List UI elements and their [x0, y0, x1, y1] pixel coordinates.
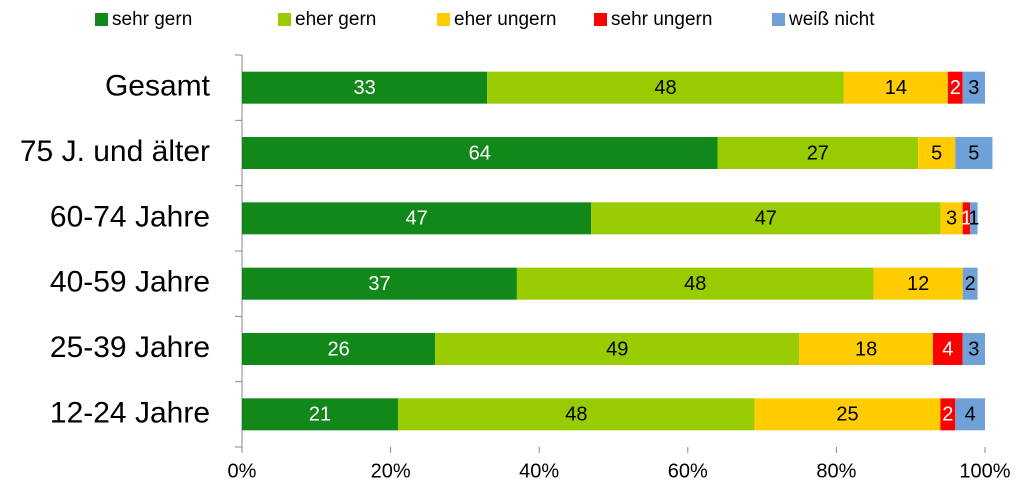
- bar-segment: [932, 333, 963, 365]
- legend-swatch: [95, 13, 108, 26]
- bar-segment: [970, 202, 978, 235]
- data-label: 3: [946, 208, 957, 230]
- legend-label: sehr ungern: [611, 9, 712, 30]
- data-label: 49: [606, 338, 628, 360]
- bar-segment: [873, 267, 963, 300]
- legend-label: eher ungern: [454, 9, 556, 30]
- data-label: 48: [654, 77, 676, 99]
- bar-segment: [242, 267, 517, 300]
- bar-segment: [940, 202, 963, 235]
- data-label: 48: [565, 404, 587, 426]
- bar-segment: [962, 202, 971, 235]
- category-label: 60-74 Jahre: [50, 200, 210, 233]
- x-tick-label: 80%: [816, 460, 856, 482]
- legend-swatch: [278, 13, 291, 26]
- bar-segment: [242, 202, 592, 235]
- data-label: 2: [965, 273, 976, 295]
- legend-swatch: [772, 13, 785, 26]
- bar-segment: [955, 398, 985, 431]
- legend-label: sehr gern: [112, 9, 192, 30]
- bar-segment: [962, 267, 978, 300]
- data-label: 12: [907, 273, 929, 295]
- bar-segment: [435, 333, 800, 365]
- bar-segment: [918, 137, 956, 169]
- data-label: 26: [327, 338, 349, 360]
- bar-segment: [940, 398, 956, 431]
- data-label: 47: [755, 208, 777, 230]
- data-label: 1: [961, 208, 972, 230]
- bar-segment: [962, 333, 985, 365]
- legend-swatch: [437, 13, 450, 26]
- category-label: 40-59 Jahre: [50, 266, 210, 299]
- bar-segment: [242, 71, 488, 104]
- data-label: 37: [368, 273, 390, 295]
- x-tick-label: 60%: [668, 460, 708, 482]
- bar-segment: [799, 333, 933, 365]
- x-tick-label: 100%: [959, 460, 1010, 482]
- data-label: 25: [836, 404, 858, 426]
- data-label: 5: [968, 142, 979, 164]
- bar-segment: [242, 398, 399, 431]
- data-label: 18: [855, 338, 877, 360]
- data-label: 2: [942, 404, 953, 426]
- data-label: 21: [309, 404, 331, 426]
- bar-segment: [717, 137, 919, 169]
- data-label: 33: [353, 77, 375, 99]
- legend-swatch: [594, 13, 607, 26]
- bar-segment: [487, 71, 844, 104]
- bar-segment: [242, 137, 718, 169]
- data-label: 4: [965, 404, 976, 426]
- data-label: 27: [807, 142, 829, 164]
- data-label: 3: [968, 77, 979, 99]
- data-label: 64: [469, 142, 491, 164]
- x-tick-label: 40%: [519, 460, 559, 482]
- legend-label: eher gern: [295, 9, 376, 30]
- data-label: 5: [931, 142, 942, 164]
- bar-segment: [947, 71, 963, 104]
- category-label: 75 J. und älter: [20, 135, 210, 168]
- x-tick-label: 20%: [371, 460, 411, 482]
- category-label: Gesamt: [105, 70, 211, 103]
- data-label: 47: [405, 208, 427, 230]
- bar-segment: [962, 71, 985, 104]
- legend-label: weiß nicht: [788, 9, 875, 30]
- data-label: 4: [942, 338, 953, 360]
- data-label: 48: [684, 273, 706, 295]
- bar-segment: [843, 71, 948, 104]
- category-label: 12-24 Jahre: [50, 396, 210, 429]
- bar-segment: [591, 202, 941, 235]
- data-label: 1: [968, 208, 979, 230]
- bar-segment: [754, 398, 941, 431]
- x-tick-label: 0%: [228, 460, 257, 482]
- bar-segment: [516, 267, 874, 300]
- bar-segment: [242, 333, 436, 365]
- bar-segment: [398, 398, 755, 431]
- data-label: 3: [968, 338, 979, 360]
- data-label: 14: [885, 77, 907, 99]
- bar-segment: [955, 137, 993, 169]
- data-label: 2: [950, 77, 961, 99]
- category-label: 25-39 Jahre: [50, 331, 210, 364]
